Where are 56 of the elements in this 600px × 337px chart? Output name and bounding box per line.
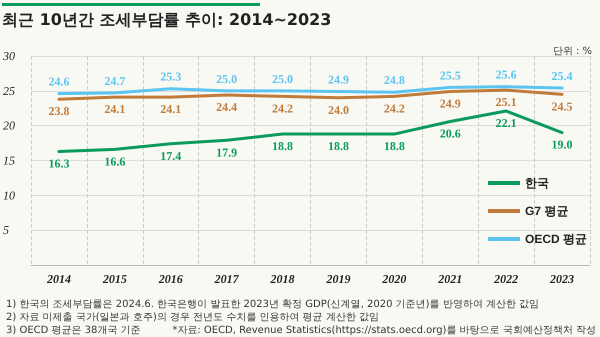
legend-label: 한국 (524, 176, 549, 190)
text: 3) OECD 평균은 38개국 기준 (6, 324, 141, 337)
data-label: 24.9 (440, 96, 461, 111)
data-label: 22.1 (496, 116, 517, 130)
data-label: 24.1 (160, 102, 182, 116)
text: 1) 한국의 조세부담률은 2024.6. 한국은행이 발표한 2023년 확정 GDP(신계열, 2020 기준년)를 반영하여 계산한 값임 (6, 298, 540, 311)
data-label: 24.1 (104, 102, 126, 116)
data-label: 25.1 (496, 95, 517, 110)
x-tick-label: 2019 (325, 272, 350, 286)
x-tick-label: 2014 (46, 272, 71, 286)
data-label: 25.6 (496, 68, 517, 82)
legend-label: G7 평균 (524, 204, 568, 218)
data-label: 25.3 (160, 70, 182, 84)
text: *자료: OECD, Revenue Statistics(https://stats.oecd.org)를 바탕으로 국회예산정책처 작성 (172, 324, 596, 337)
data-label: 20.6 (440, 126, 461, 140)
data-label: 16.6 (104, 154, 126, 168)
data-label: 18.8 (384, 139, 405, 154)
data-label: 19.0 (552, 138, 573, 152)
data-label: 25.5 (440, 68, 461, 82)
x-tick-label: 2018 (270, 272, 295, 286)
data-label: 24.2 (272, 101, 294, 116)
x-tick-label: 2016 (158, 272, 183, 286)
data-label: 17.4 (160, 148, 182, 163)
chart-title: 최근 10년간 조세부담률 추이: 2014~2023 (2, 10, 332, 31)
data-label: 24.0 (328, 102, 349, 117)
data-label: 24.4 (216, 100, 238, 114)
data-label: 17.9 (216, 145, 238, 160)
line-series (57, 85, 564, 96)
y-tick-label: 10 (3, 188, 15, 202)
text: 2) 자료 미제출 국가(일본과 호주)의 경우 전년도 수치를 인용하여 평균 계산한 값임 (6, 311, 380, 324)
data-label: 16.3 (48, 156, 70, 170)
data-label: 24.8 (384, 73, 405, 88)
y-tick-label: 5 (3, 223, 9, 238)
legend-label: OECD 평균 (524, 232, 588, 246)
data-label: 25.0 (272, 72, 294, 86)
data-label: 24.9 (328, 72, 349, 87)
data-label: 25.0 (216, 72, 238, 86)
data-label: 18.8 (272, 139, 294, 154)
y-tick-label: 25 (3, 84, 15, 98)
x-tick-label: 2020 (381, 272, 406, 286)
y-tick-label: 20 (3, 118, 15, 133)
data-label: 24.2 (384, 101, 405, 116)
data-label: 24.5 (552, 99, 573, 114)
annotation: 단위 : % (552, 45, 592, 58)
x-tick-label: 2022 (493, 272, 518, 286)
x-tick-label: 2021 (437, 272, 462, 286)
x-tick-label: 2023 (549, 272, 574, 286)
y-tick-label: 15 (3, 154, 15, 168)
x-tick-label: 2015 (102, 272, 127, 286)
data-label: 18.8 (328, 139, 349, 154)
data-label: 25.4 (552, 69, 573, 84)
y-tick-label: 30 (2, 49, 15, 63)
data-label: 24.7 (104, 74, 126, 88)
x-tick-label: 2017 (214, 272, 240, 286)
data-label: 23.8 (48, 104, 70, 118)
data-label: 24.6 (48, 74, 70, 89)
